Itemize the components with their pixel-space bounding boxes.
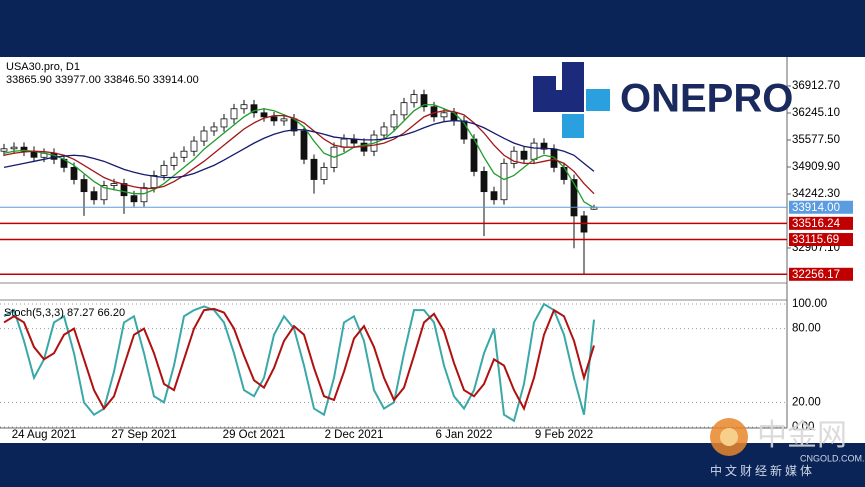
x-tick-label: 9 Feb 2022 [535,429,593,441]
candle-body [130,195,138,203]
watermark: 中金网 CNGOLD.COM.CN 中文财经新媒体 [710,418,865,478]
y-tick-label: 36912.70 [792,80,840,92]
candle-body [190,140,198,152]
candle-body [180,150,188,158]
candle-body [20,146,28,152]
watermark-name: 中金网 [757,419,847,452]
x-tick-label: 24 Aug 2021 [12,429,77,441]
y-tick-label: 34909.90 [792,161,840,173]
logo-text: ONEPRO [620,77,793,121]
level-label: 33115.69 [792,234,839,246]
candle-body [520,150,528,160]
stochastic-line [3,307,595,412]
level-label: 32256.17 [792,269,840,281]
candle-body [260,112,268,118]
y-tick-label: 36245.10 [792,107,840,119]
y-tick-label: 34242.30 [792,188,840,200]
candle-body [10,146,18,150]
candle-body [170,156,178,166]
x-tick-label: 2 Dec 2021 [325,429,384,441]
candle-body [410,94,418,104]
candle-body [110,183,118,186]
onepro-logo: ONEPRO [533,62,793,138]
candle-body [140,187,148,203]
y-tick-label: 0.00 [792,421,814,433]
level-label: 33914.00 [792,202,840,214]
candle-body [380,126,388,136]
watermark-tagline: 中文财经新媒体 [710,463,815,478]
candle-body [280,118,288,122]
candle-body [440,112,448,118]
plot-area: 36912.70 36245.10 35577.50 34909.90 34242.30… [0,80,853,441]
candle-body [80,179,88,193]
ohlc-label: 33865.90 33977.00 33846.50 33914.00 [6,74,199,86]
indicator-label: Stoch(5,3,3) 87.27 66.20 [4,307,125,319]
candle-body [500,162,508,201]
y-tick-label: 100.00 [792,298,827,310]
candle-body [340,138,348,148]
candle-body [150,175,158,189]
moving-average-line [3,119,595,179]
candle-body [390,114,398,128]
candle-body [160,164,168,176]
candle-body [220,118,228,128]
candle-body [510,150,518,164]
level-label-box [789,216,853,230]
level-label: 33516.24 [792,218,841,230]
level-label-box [789,200,853,214]
symbol-label: USA30.pro, D1 [6,61,80,73]
chart-background [0,57,865,443]
logo-mark [533,62,584,112]
candle-body [320,166,328,180]
candle-body [210,126,218,132]
candle-body [570,179,578,217]
candle-body [480,171,488,193]
candle-body [270,116,278,122]
x-tick-label: 27 Sep 2021 [111,429,176,441]
y-tick-label: 20.00 [792,396,821,408]
logo-mark [562,114,584,138]
candle-body [120,183,128,197]
candle-body [540,142,548,150]
candle-body [230,108,238,120]
watermark-icon [720,428,738,446]
candle-body [90,191,98,201]
candle-body [400,102,408,116]
candle-body [310,158,318,180]
candle-body [550,148,558,168]
logo-mark [586,89,610,111]
y-tick-label: 80.00 [792,323,821,335]
moving-average-line [3,104,595,209]
candle-body [420,94,428,108]
candle-body [70,166,78,180]
candle-body [560,166,568,180]
watermark-site: CNGOLD.COM.CN [800,453,865,463]
candle-body [100,185,108,201]
candle-body [490,191,498,201]
candle-body [240,104,248,110]
candle-body [300,130,308,160]
candle-body [200,130,208,142]
y-tick-label: 35577.50 [792,134,840,146]
top-band [0,0,865,57]
candle-body [0,148,8,152]
moving-average-line [3,110,595,195]
x-tick-label: 29 Oct 2021 [223,429,286,441]
x-tick-label: 6 Jan 2022 [436,429,493,441]
candle-body [530,142,538,160]
level-label-box [789,233,853,247]
level-label-box [789,267,853,281]
candle-body [250,104,258,114]
stochastic-line [3,302,595,423]
